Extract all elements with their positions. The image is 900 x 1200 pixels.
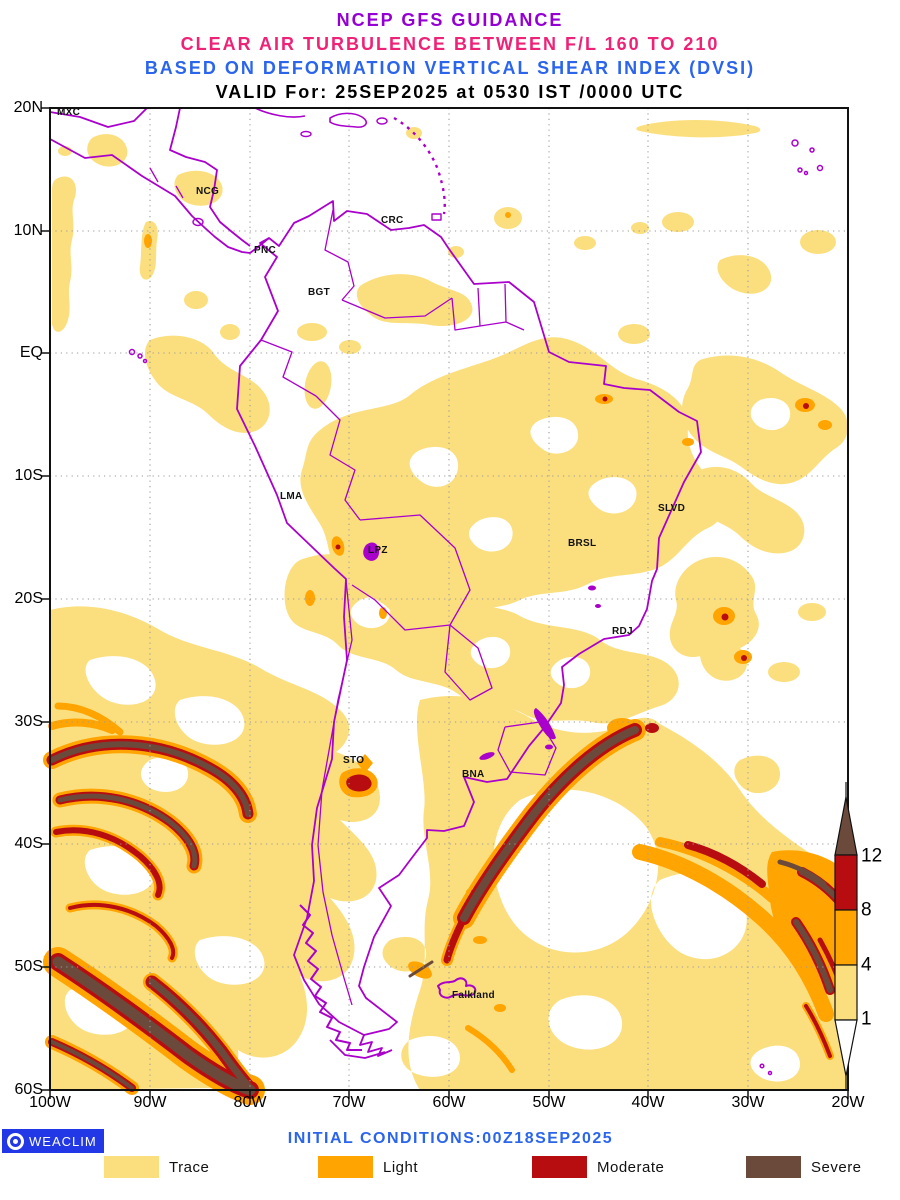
- legend-item: Severe: [746, 1156, 862, 1178]
- y-axis-tick-label: 10N: [13, 222, 43, 239]
- colorbar-tick-label: 4: [861, 954, 872, 976]
- city-label: LPZ: [368, 545, 388, 556]
- title-model: NCEP GFS GUIDANCE: [336, 10, 564, 30]
- legend-label: Light: [383, 1158, 419, 1176]
- y-axis-tick-label: 30S: [14, 713, 43, 730]
- city-label: MXC: [57, 107, 81, 118]
- axis-ticks: [41, 107, 849, 1099]
- colorbar-moderate-cell: [834, 854, 858, 911]
- x-axis-tick-label: 70W: [332, 1094, 366, 1111]
- city-label: SLVD: [658, 503, 686, 514]
- weaclim-logo[interactable]: WEACLIM: [2, 1129, 104, 1153]
- city-label: BRSL: [568, 538, 597, 549]
- x-axis-tick-label: 100W: [29, 1094, 71, 1111]
- map-frame: [41, 107, 849, 1099]
- legend-item: Light: [318, 1156, 418, 1178]
- severe-shading-layer: [49, 726, 845, 1096]
- mexico-gulf-coast: [49, 107, 148, 128]
- city-label: RDJ: [612, 626, 633, 637]
- x-axis-tick-label: 50W: [532, 1094, 566, 1111]
- y-axis-tick-label: 40S: [14, 835, 43, 852]
- central-america-pacific-coast: [49, 138, 270, 254]
- colorbar-tick-label: 8: [861, 899, 872, 921]
- lake-nicaragua: [192, 217, 204, 227]
- lagoa-dos-patos: [533, 708, 556, 740]
- weaclim-logo-text: WEACLIM: [29, 1133, 97, 1149]
- title-product: CLEAR AIR TURBULENCE BETWEEN F/L 160 TO …: [180, 34, 720, 54]
- south-america-coastline: [236, 200, 702, 1036]
- x-axis-tick-label: 60W: [432, 1094, 466, 1111]
- legend-item: Moderate: [532, 1156, 664, 1178]
- galapagos-islands: [128, 348, 148, 364]
- x-axis-tick-label: 40W: [631, 1094, 665, 1111]
- y-axis-tick-label: 60S: [14, 1081, 43, 1098]
- city-label: BNA: [462, 769, 485, 780]
- y-axis-tick-label: 50S: [14, 958, 43, 975]
- south-georgia-dots: [759, 1063, 773, 1076]
- lake-titicaca: [363, 542, 380, 561]
- chile-fjords: [299, 904, 362, 1051]
- coastlines-borders: [49, 107, 824, 1076]
- city-label: PNC: [254, 245, 277, 256]
- x-axis-tick-label: 20W: [831, 1094, 865, 1111]
- y-axis-tick-label: 10S: [14, 467, 43, 484]
- x-axis-tick-label: 80W: [233, 1094, 267, 1111]
- title-method: BASED ON DEFORMATION VERTICAL SHEAR INDE…: [144, 58, 756, 78]
- hispaniola-island: [329, 112, 368, 128]
- city-label: LMA: [280, 491, 303, 502]
- city-label: CRC: [381, 215, 404, 226]
- weaclim-logo-icon: [7, 1132, 24, 1150]
- central-america-caribbean-coast: [169, 107, 251, 247]
- y-axis-tick-label: 20N: [13, 99, 43, 116]
- title-valid-time: VALID For: 25SEP2025 at 0530 IST /0000 U…: [215, 82, 685, 102]
- city-label: Falkland: [452, 990, 495, 1001]
- jamaica-island: [300, 130, 312, 138]
- tierra-del-fuego-islands: [329, 1034, 393, 1059]
- y-axis-tick-label: 20S: [14, 590, 43, 607]
- colorbar-tick-label: 1: [861, 1008, 872, 1030]
- legend-swatch: [104, 1156, 159, 1178]
- legend-swatch: [532, 1156, 587, 1178]
- legend-swatch: [746, 1156, 801, 1178]
- country-borders: [149, 167, 557, 1006]
- city-label: NCG: [196, 186, 220, 197]
- cape-verde-islands: [791, 139, 824, 176]
- initial-conditions-text: INITIAL CONDITIONS:00Z18SEP2025: [287, 1130, 614, 1147]
- graticule: [50, 108, 848, 1090]
- x-axis-tick-label: 30W: [731, 1094, 765, 1111]
- legend-label: Moderate: [597, 1158, 665, 1176]
- x-axis-tick-label: 90W: [133, 1094, 167, 1111]
- trinidad-island: [431, 213, 442, 221]
- colorbar-trace-cell: [834, 964, 858, 1021]
- legend-item: Trace: [104, 1156, 209, 1178]
- city-label: BGT: [308, 287, 331, 298]
- puerto-rico-island: [376, 117, 388, 125]
- y-axis-tick-label: EQ: [19, 344, 43, 361]
- colorbar-tick-label: 12: [861, 845, 883, 867]
- city-label: STO: [343, 755, 365, 766]
- legend-swatch: [318, 1156, 373, 1178]
- colorbar-light-cell: [834, 909, 858, 966]
- legend-label: Trace: [169, 1158, 210, 1176]
- moderate-shading-fills: [335, 396, 809, 894]
- lakes: [363, 542, 601, 760]
- cuba-coast-fragment: [254, 107, 306, 118]
- legend-label: Severe: [811, 1158, 862, 1176]
- colorbar-below-triangle: [834, 1019, 858, 1077]
- falkland-islands: [437, 977, 477, 999]
- lesser-antilles-arc: [393, 116, 446, 215]
- header-titles: NCEP GFS GUIDANCE CLEAR AIR TURBULENCE B…: [25, 8, 875, 104]
- colorbar: [834, 782, 858, 1090]
